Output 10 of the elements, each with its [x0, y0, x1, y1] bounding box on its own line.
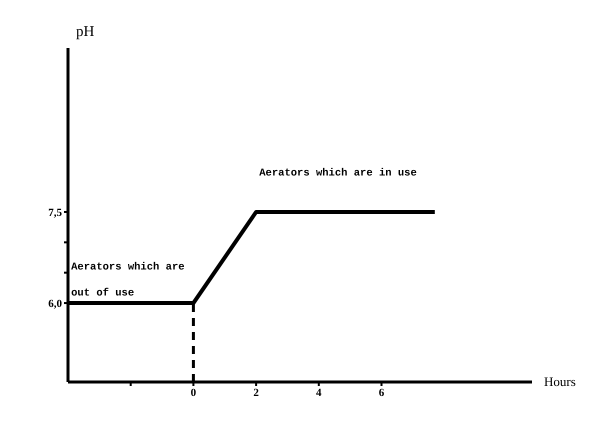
- x-tick-label: 0: [190, 386, 197, 399]
- x-tick-label: 6: [378, 386, 385, 399]
- x-tick-label: 2: [253, 386, 260, 399]
- y-axis-title: pH: [76, 24, 94, 40]
- y-tick-label: 6,0: [48, 298, 62, 310]
- text: Aerators which are out of use: [71, 262, 185, 300]
- y-tick-label: 7,5: [48, 206, 62, 219]
- x-axis-title: Hours: [544, 374, 576, 389]
- annotation: Aerators which are in use: [259, 168, 417, 180]
- x-tick-label: 4: [316, 386, 322, 399]
